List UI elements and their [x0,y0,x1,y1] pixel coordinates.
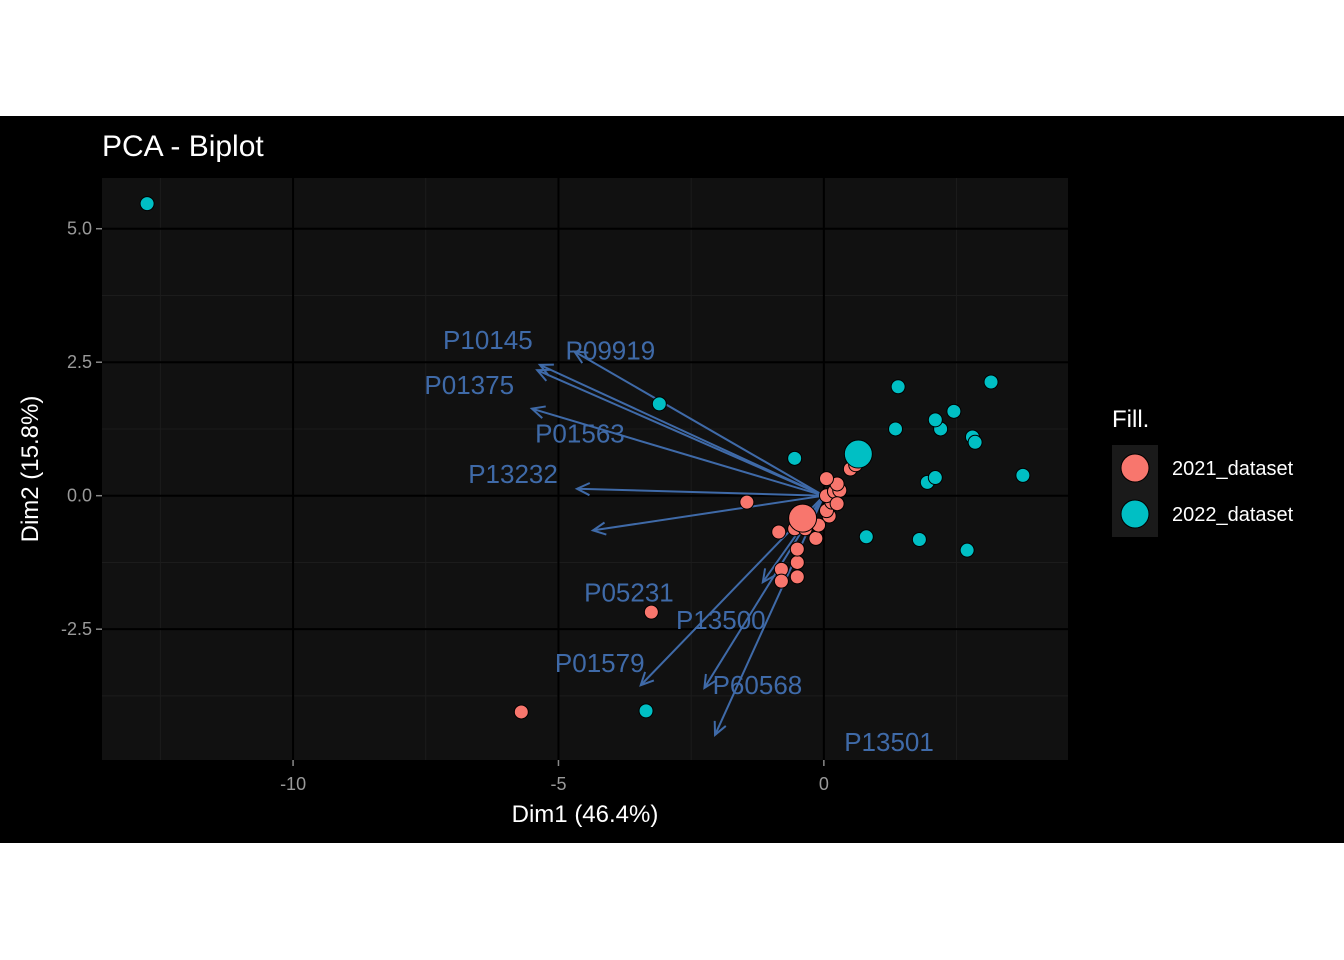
variable-label: P13501 [844,727,934,757]
variable-label: P01579 [555,648,645,678]
variable-arrowhead [529,405,546,419]
point-2021_dataset [739,494,755,510]
point-2022_dataset [139,196,155,212]
point-2022_dataset [787,450,803,466]
point-2021_dataset [513,704,529,720]
grid-major [102,178,1068,760]
point-2022_dataset [911,531,927,547]
variable-arrowhead [572,350,589,364]
y-tick-label: -2.5 [61,619,92,639]
point-2022_dataset [888,421,903,437]
variable-arrowhead [703,673,717,690]
point-2022_dataset [959,542,975,558]
variable-arrow [592,494,824,532]
point-2022_dataset [946,403,962,419]
variable-arrowhead [639,671,655,687]
variable-arrowhead [537,363,554,377]
chart-title: PCA - Biplot [102,130,264,163]
point-2022_dataset [927,412,943,428]
point-2021_dataset [829,496,845,512]
point-2022_dataset [651,396,667,412]
variable-label: P10145 [443,325,533,355]
point-2021_dataset [819,471,834,487]
data-points [139,196,1031,720]
variable-arrowhead [574,482,591,497]
variable-label: P05231 [584,577,674,607]
legend: Fill. 2021_dataset 2022_dataset [1112,406,1294,537]
point-2022_dataset [890,379,906,395]
y-axis: -2.5 0.0 2.5 5.0 [61,219,102,639]
point-2022_dataset [858,529,874,545]
point-2021_dataset [643,604,659,620]
y-tick-label: 0.0 [67,486,92,506]
variable-arrowhead [535,368,552,382]
variable-label: P60568 [713,670,803,700]
variable-arrowhead [713,720,727,737]
x-axis: -10 -5 0 [280,760,829,794]
variable-label: P01563 [535,419,625,449]
legend-title: Fill. [1112,406,1149,433]
legend-label-2021: 2021_dataset [1172,458,1294,480]
y-tick-label: 2.5 [67,352,92,372]
point-2021_dataset [789,569,805,585]
plot-panel [102,178,1068,760]
point-2021_dataset [789,541,805,557]
x-axis-title: Dim1 (46.4%) [512,801,659,828]
variable-arrow [573,350,825,497]
variable-label: P09919 [566,336,656,366]
variable-arrowhead [761,568,776,585]
point-2022_dataset [967,434,983,450]
variable-arrows [529,350,825,737]
point-2021_dataset [773,573,789,589]
variable-label: P13500 [676,605,766,635]
point-2022_dataset [983,374,999,390]
point-2021_dataset [808,530,824,546]
centroid-2021_dataset [788,503,818,533]
x-tick-label: -10 [280,774,306,794]
grid-minor [102,178,1068,760]
y-tick-label: 5.0 [67,219,92,239]
variable-arrow [536,369,825,497]
variable-labels: P09919P10145P01375P01563P13232P05231P135… [424,325,933,757]
x-tick-label: 0 [819,774,829,794]
point-2022_dataset [1015,467,1031,483]
variable-label: P13232 [468,459,558,489]
x-tick-label: -5 [550,774,566,794]
point-2021_dataset [771,524,787,540]
legend-swatch-2022 [1120,499,1150,529]
point-2022_dataset [927,470,943,486]
variable-label: P01375 [424,370,514,400]
point-2022_dataset [638,703,654,719]
legend-label-2022: 2022_dataset [1172,504,1294,526]
point-2021_dataset [789,554,805,570]
variable-arrow [531,407,825,497]
y-axis-title: Dim2 (15.8%) [17,396,44,543]
variable-arrow [577,487,824,497]
variable-arrowhead [590,521,607,536]
centroid-2022_dataset [843,439,873,469]
legend-swatch-2021 [1120,453,1150,483]
